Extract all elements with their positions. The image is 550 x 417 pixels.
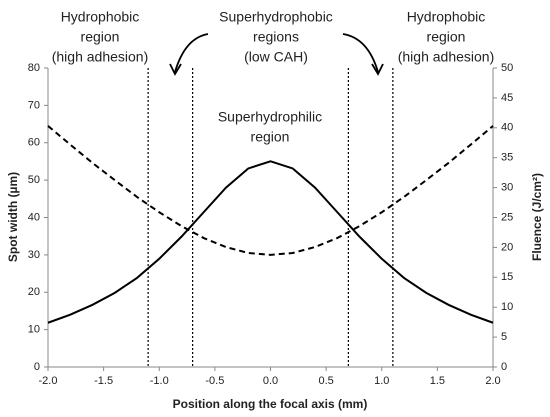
arrowhead <box>371 63 384 76</box>
x-tick-label: 1.5 <box>430 375 445 387</box>
series-line <box>47 125 494 256</box>
annotation: (high adhesion) <box>398 49 495 65</box>
y2-tick-label: 10 <box>501 301 513 313</box>
y-axis-label: Spot width (µm) <box>6 172 20 262</box>
x-tick-label: 0.0 <box>263 375 278 387</box>
y2-tick-label: 15 <box>501 271 513 283</box>
annotation: regions <box>253 29 299 45</box>
annotation: region <box>427 29 466 45</box>
y2-tick-label: 30 <box>501 182 513 194</box>
y2-tick-label: 35 <box>501 152 513 164</box>
y2-tick-label: 25 <box>501 211 513 223</box>
y-tick-label: 70 <box>28 99 40 111</box>
x-tick-label: -2.0 <box>39 375 58 387</box>
arrowhead <box>169 63 182 76</box>
x-tick-label: 1.0 <box>374 375 389 387</box>
y-tick-label: 80 <box>28 62 40 74</box>
annotation: Superhydrophilic <box>218 109 322 125</box>
annotation: (low CAH) <box>244 49 308 65</box>
y2-axis-label: Fluence (J/cm²) <box>530 173 544 261</box>
x-tick-label: 2.0 <box>485 375 500 387</box>
y-tick-label: 10 <box>28 324 40 336</box>
annotation: Superhydrophobic <box>219 9 333 25</box>
y-tick-label: 0 <box>34 361 40 373</box>
series-line <box>47 160 494 324</box>
y2-tick-label: 40 <box>501 122 513 134</box>
y2-tick-label: 50 <box>501 62 513 74</box>
x-axis-label: Position along the focal axis (mm) <box>173 397 368 411</box>
annotation: Hydrophobic <box>407 9 486 25</box>
arrow <box>342 33 379 73</box>
x-tick-label: -1.0 <box>150 375 169 387</box>
y2-tick-label: 20 <box>501 241 513 253</box>
y-tick-label: 40 <box>28 211 40 223</box>
x-tick-label: 0.5 <box>318 375 333 387</box>
x-tick-label: -0.5 <box>205 375 224 387</box>
y-tick-label: 30 <box>28 249 40 261</box>
annotation: Hydrophobic <box>61 9 140 25</box>
arrow <box>174 33 209 73</box>
y-tick-label: 20 <box>28 286 40 298</box>
y2-tick-label: 5 <box>501 331 507 343</box>
annotation: region <box>251 129 290 145</box>
annotation: (high adhesion) <box>52 49 149 65</box>
y-tick-label: 50 <box>28 174 40 186</box>
annotation: region <box>81 29 120 45</box>
y-tick-label: 60 <box>28 137 40 149</box>
y2-tick-label: 0 <box>501 361 507 373</box>
y2-tick-label: 45 <box>501 92 513 104</box>
x-tick-label: -1.5 <box>94 375 113 387</box>
